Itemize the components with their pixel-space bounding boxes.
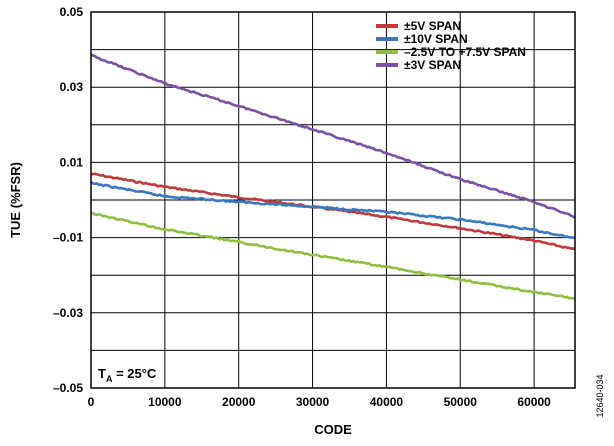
annotation-rest: = 25°C: [112, 366, 156, 381]
x-tick-label: 10000: [148, 395, 182, 409]
temperature-annotation: TA = 25°C: [98, 366, 157, 384]
x-tick-labels: 0 10000 20000 30000 40000 50000 60000: [88, 395, 551, 409]
x-tick-label: 30000: [296, 395, 330, 409]
legend: ±5V SPAN±10V SPAN–2.5V TO +7.5V SPAN±3V …: [376, 19, 526, 72]
x-tick-label: 60000: [517, 395, 551, 409]
series-lines: [90, 53, 576, 300]
y-tick-label: –0.03: [53, 306, 83, 320]
grid-lines: [90, 11, 575, 389]
series-line: [90, 172, 576, 251]
x-tick-label: 0: [88, 395, 95, 409]
series-line: [90, 53, 576, 219]
y-axis-label: TUE (%FSR): [8, 162, 23, 238]
legend-label: ±5V SPAN: [404, 19, 461, 33]
y-tick-label: 0.01: [60, 155, 84, 169]
y-tick-label: 0.05: [60, 5, 84, 19]
annotation-main: T: [98, 366, 106, 381]
figure-id: 12640-034: [595, 374, 605, 417]
x-tick-label: 20000: [222, 395, 256, 409]
legend-label: ±10V SPAN: [404, 32, 468, 46]
x-tick-label: 40000: [370, 395, 404, 409]
annotation-subscript: A: [106, 374, 113, 384]
x-axis-label: CODE: [314, 422, 352, 437]
series-line: [90, 211, 576, 300]
y-tick-label: 0.03: [60, 80, 84, 94]
series-line: [90, 181, 576, 240]
legend-label: ±3V SPAN: [404, 58, 461, 72]
y-tick-labels: –0.05 –0.03 –0.01 0.01 0.03 0.05: [53, 5, 83, 395]
y-tick-label: –0.01: [53, 231, 83, 245]
legend-label: –2.5V TO +7.5V SPAN: [404, 45, 526, 59]
plot-frame: [90, 11, 576, 389]
x-tick-label: 50000: [444, 395, 478, 409]
y-tick-label: –0.05: [53, 381, 83, 395]
